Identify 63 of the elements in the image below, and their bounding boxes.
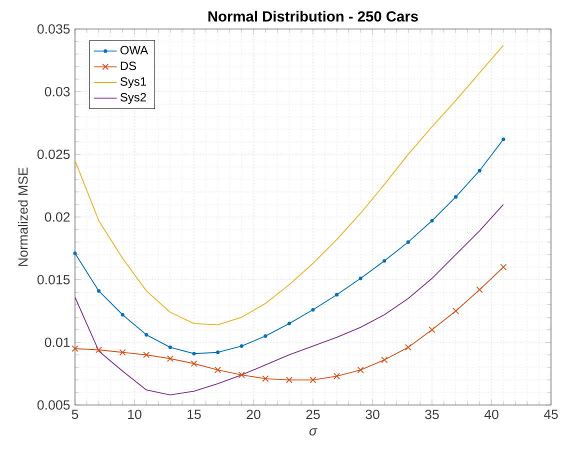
- point: [335, 292, 339, 297]
- point: [240, 344, 244, 348]
- point: [478, 168, 482, 172]
- x-tick-label: 10: [128, 410, 142, 420]
- point: [96, 346, 102, 354]
- x-tick-label: 30: [366, 410, 380, 420]
- point: [120, 312, 124, 317]
- legend-label: OWA: [120, 46, 148, 54]
- point: [454, 195, 458, 199]
- point: [502, 137, 506, 142]
- point: [357, 366, 364, 374]
- y-tick-label: 0.015: [37, 274, 70, 284]
- point: [190, 360, 198, 367]
- point: [500, 264, 507, 270]
- point: [97, 289, 101, 293]
- y-tick-label: 0.03: [44, 86, 70, 96]
- point: [238, 372, 245, 378]
- point: [382, 259, 386, 263]
- point: [192, 352, 196, 356]
- x-tick-label: 15: [188, 410, 201, 420]
- y-tick-label: 0.025: [37, 150, 70, 160]
- point: [119, 349, 126, 356]
- point: [143, 352, 150, 358]
- point: [168, 346, 172, 350]
- y-tick-label: 0.02: [44, 212, 70, 222]
- point: [311, 308, 315, 312]
- x-tick-label: 5: [72, 410, 78, 420]
- y-tick-label: 0.01: [44, 338, 70, 348]
- legend-label: Sys1: [120, 77, 146, 88]
- point: [216, 350, 220, 354]
- point: [144, 333, 148, 337]
- legend-label: DS: [120, 62, 136, 70]
- point: [334, 372, 340, 380]
- point: [214, 366, 222, 374]
- x-tick-label: 35: [425, 410, 439, 420]
- point: [166, 355, 174, 362]
- point: [452, 308, 460, 314]
- point: [264, 334, 268, 338]
- y-tick-label: 0.035: [37, 24, 70, 34]
- x-tick-label: 20: [246, 410, 260, 420]
- x-tick-label: 40: [484, 410, 498, 420]
- point: [262, 375, 269, 382]
- point: [406, 240, 410, 244]
- point: [381, 356, 388, 364]
- line-series: [75, 204, 504, 396]
- y-axis-title: Normalized MSE: [18, 168, 28, 266]
- point: [358, 276, 362, 280]
- chart-title: Normal Distribution - 250 Cars: [208, 10, 418, 22]
- point: [404, 344, 412, 351]
- x-tick-label: 45: [544, 410, 558, 420]
- point: [286, 376, 292, 384]
- x-tick-label: 25: [306, 410, 320, 420]
- legend-label: Sys2: [120, 93, 146, 104]
- point: [310, 376, 316, 384]
- point: [73, 252, 77, 256]
- point: [428, 326, 436, 334]
- point: [476, 286, 483, 293]
- line-series: [75, 44, 504, 326]
- point: [430, 218, 434, 223]
- y-tick-label: 0.005: [37, 400, 70, 410]
- point: [72, 345, 78, 352]
- point: [287, 322, 292, 326]
- x-axis-title: σ: [309, 428, 318, 436]
